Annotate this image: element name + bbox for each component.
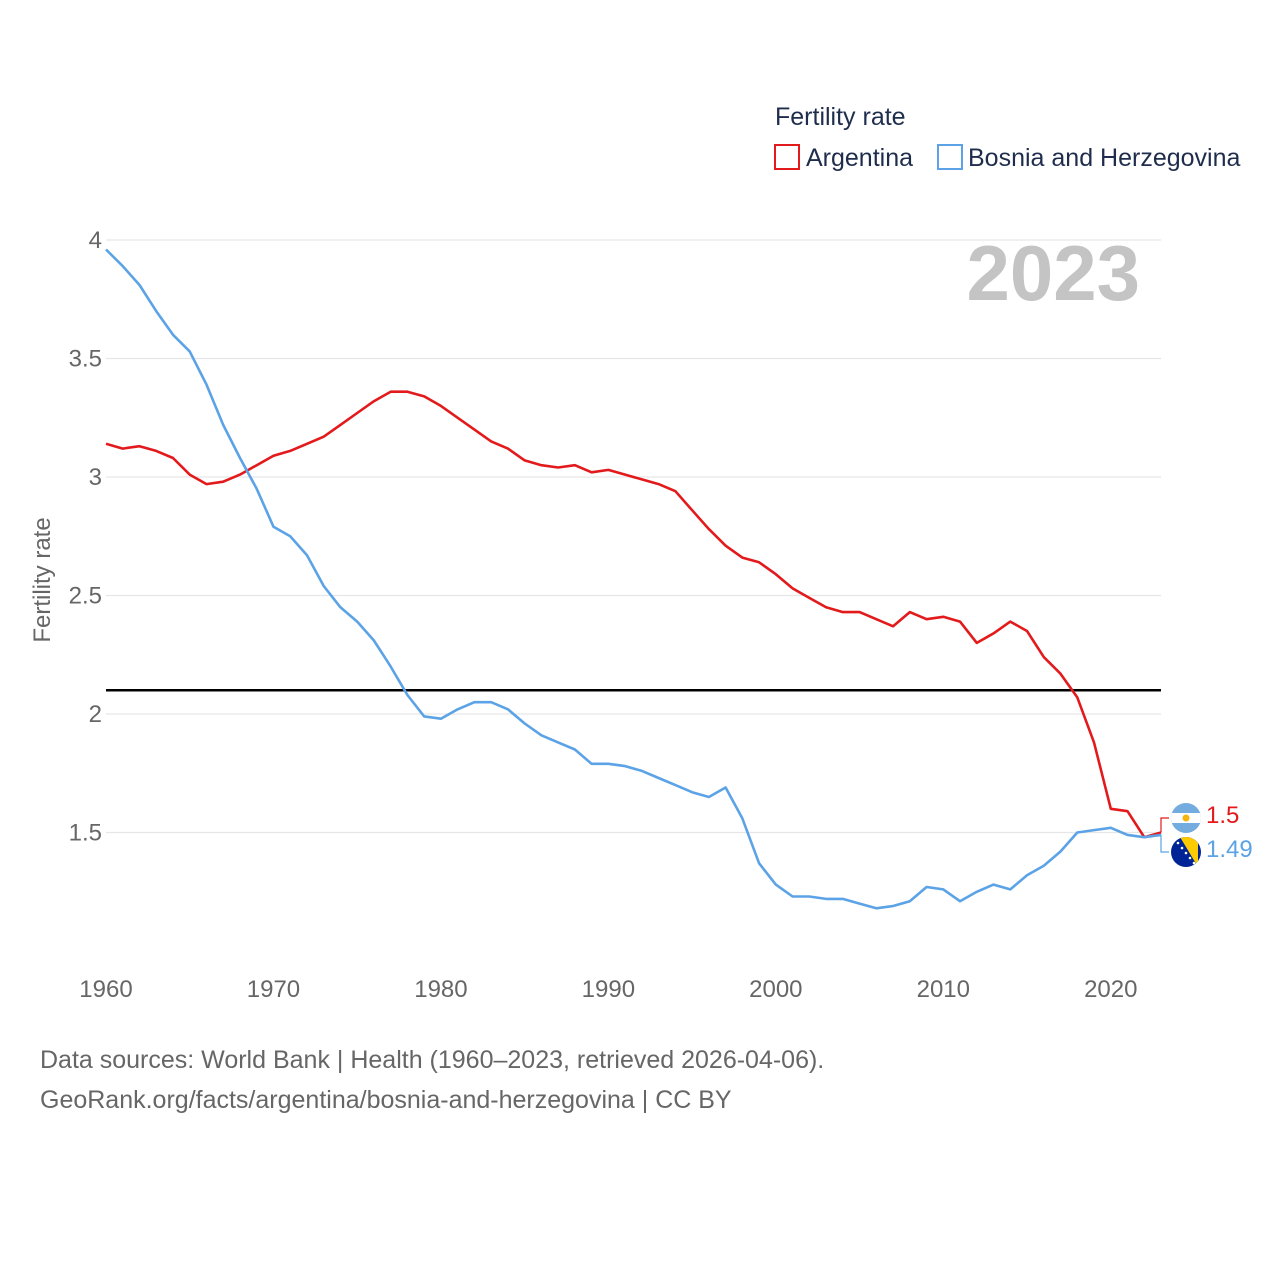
end-connector: [1160, 817, 1169, 833]
legend-swatch-bosnia: [937, 144, 963, 170]
end-label-argentina: 1.5: [1206, 802, 1239, 829]
y-tick-label: 1.5: [69, 820, 102, 847]
legend-label-bosnia: Bosnia and Herzegovina: [968, 144, 1240, 172]
end-markers: 1.5 1.49: [1160, 802, 1253, 867]
x-tick-label: 1980: [414, 976, 467, 1003]
source-url: GeoRank.org/facts/argentina/bosnia-and-h…: [40, 1086, 732, 1114]
source-line: Data sources: World Bank | Health (1960–…: [40, 1046, 825, 1074]
year-label: 2023: [966, 229, 1140, 317]
gridlines: [106, 239, 1161, 834]
x-axis-ticks: 1960 1970 1980 1990 2000 2010 2020: [79, 976, 1137, 1003]
end-label-bosnia: 1.49: [1206, 836, 1253, 863]
y-tick-label: 3: [89, 464, 102, 491]
x-tick-label: 1990: [582, 976, 635, 1003]
x-tick-label: 2020: [1084, 976, 1137, 1003]
argentina-flag-icon: [1171, 803, 1201, 833]
legend-swatch-argentina: [774, 144, 800, 170]
y-tick-label: 4: [89, 227, 102, 254]
y-axis-label: Fertility rate: [29, 517, 56, 642]
series-line-bosnia: [105, 248, 1162, 910]
legend: Fertility rate Argentina Bosnia and Herz…: [774, 103, 1240, 172]
x-tick-label: 1960: [79, 976, 132, 1003]
end-connector: [1160, 834, 1169, 853]
legend-title: Fertility rate: [775, 103, 906, 131]
x-tick-label: 2000: [749, 976, 802, 1003]
series-lines: [105, 248, 1162, 910]
y-tick-label: 3.5: [69, 346, 102, 373]
y-tick-label: 2.5: [69, 583, 102, 610]
series-line-argentina: [105, 390, 1162, 839]
x-tick-label: 1970: [247, 976, 300, 1003]
bosnia-flag-icon: [1171, 837, 1201, 867]
x-tick-label: 2010: [917, 976, 970, 1003]
y-axis-ticks: 1.5 2 2.5 3 3.5 4: [69, 227, 102, 847]
source-note: Data sources: World Bank | Health (1960–…: [40, 1040, 824, 1120]
legend-label-argentina: Argentina: [806, 144, 913, 172]
y-tick-label: 2: [89, 701, 102, 728]
